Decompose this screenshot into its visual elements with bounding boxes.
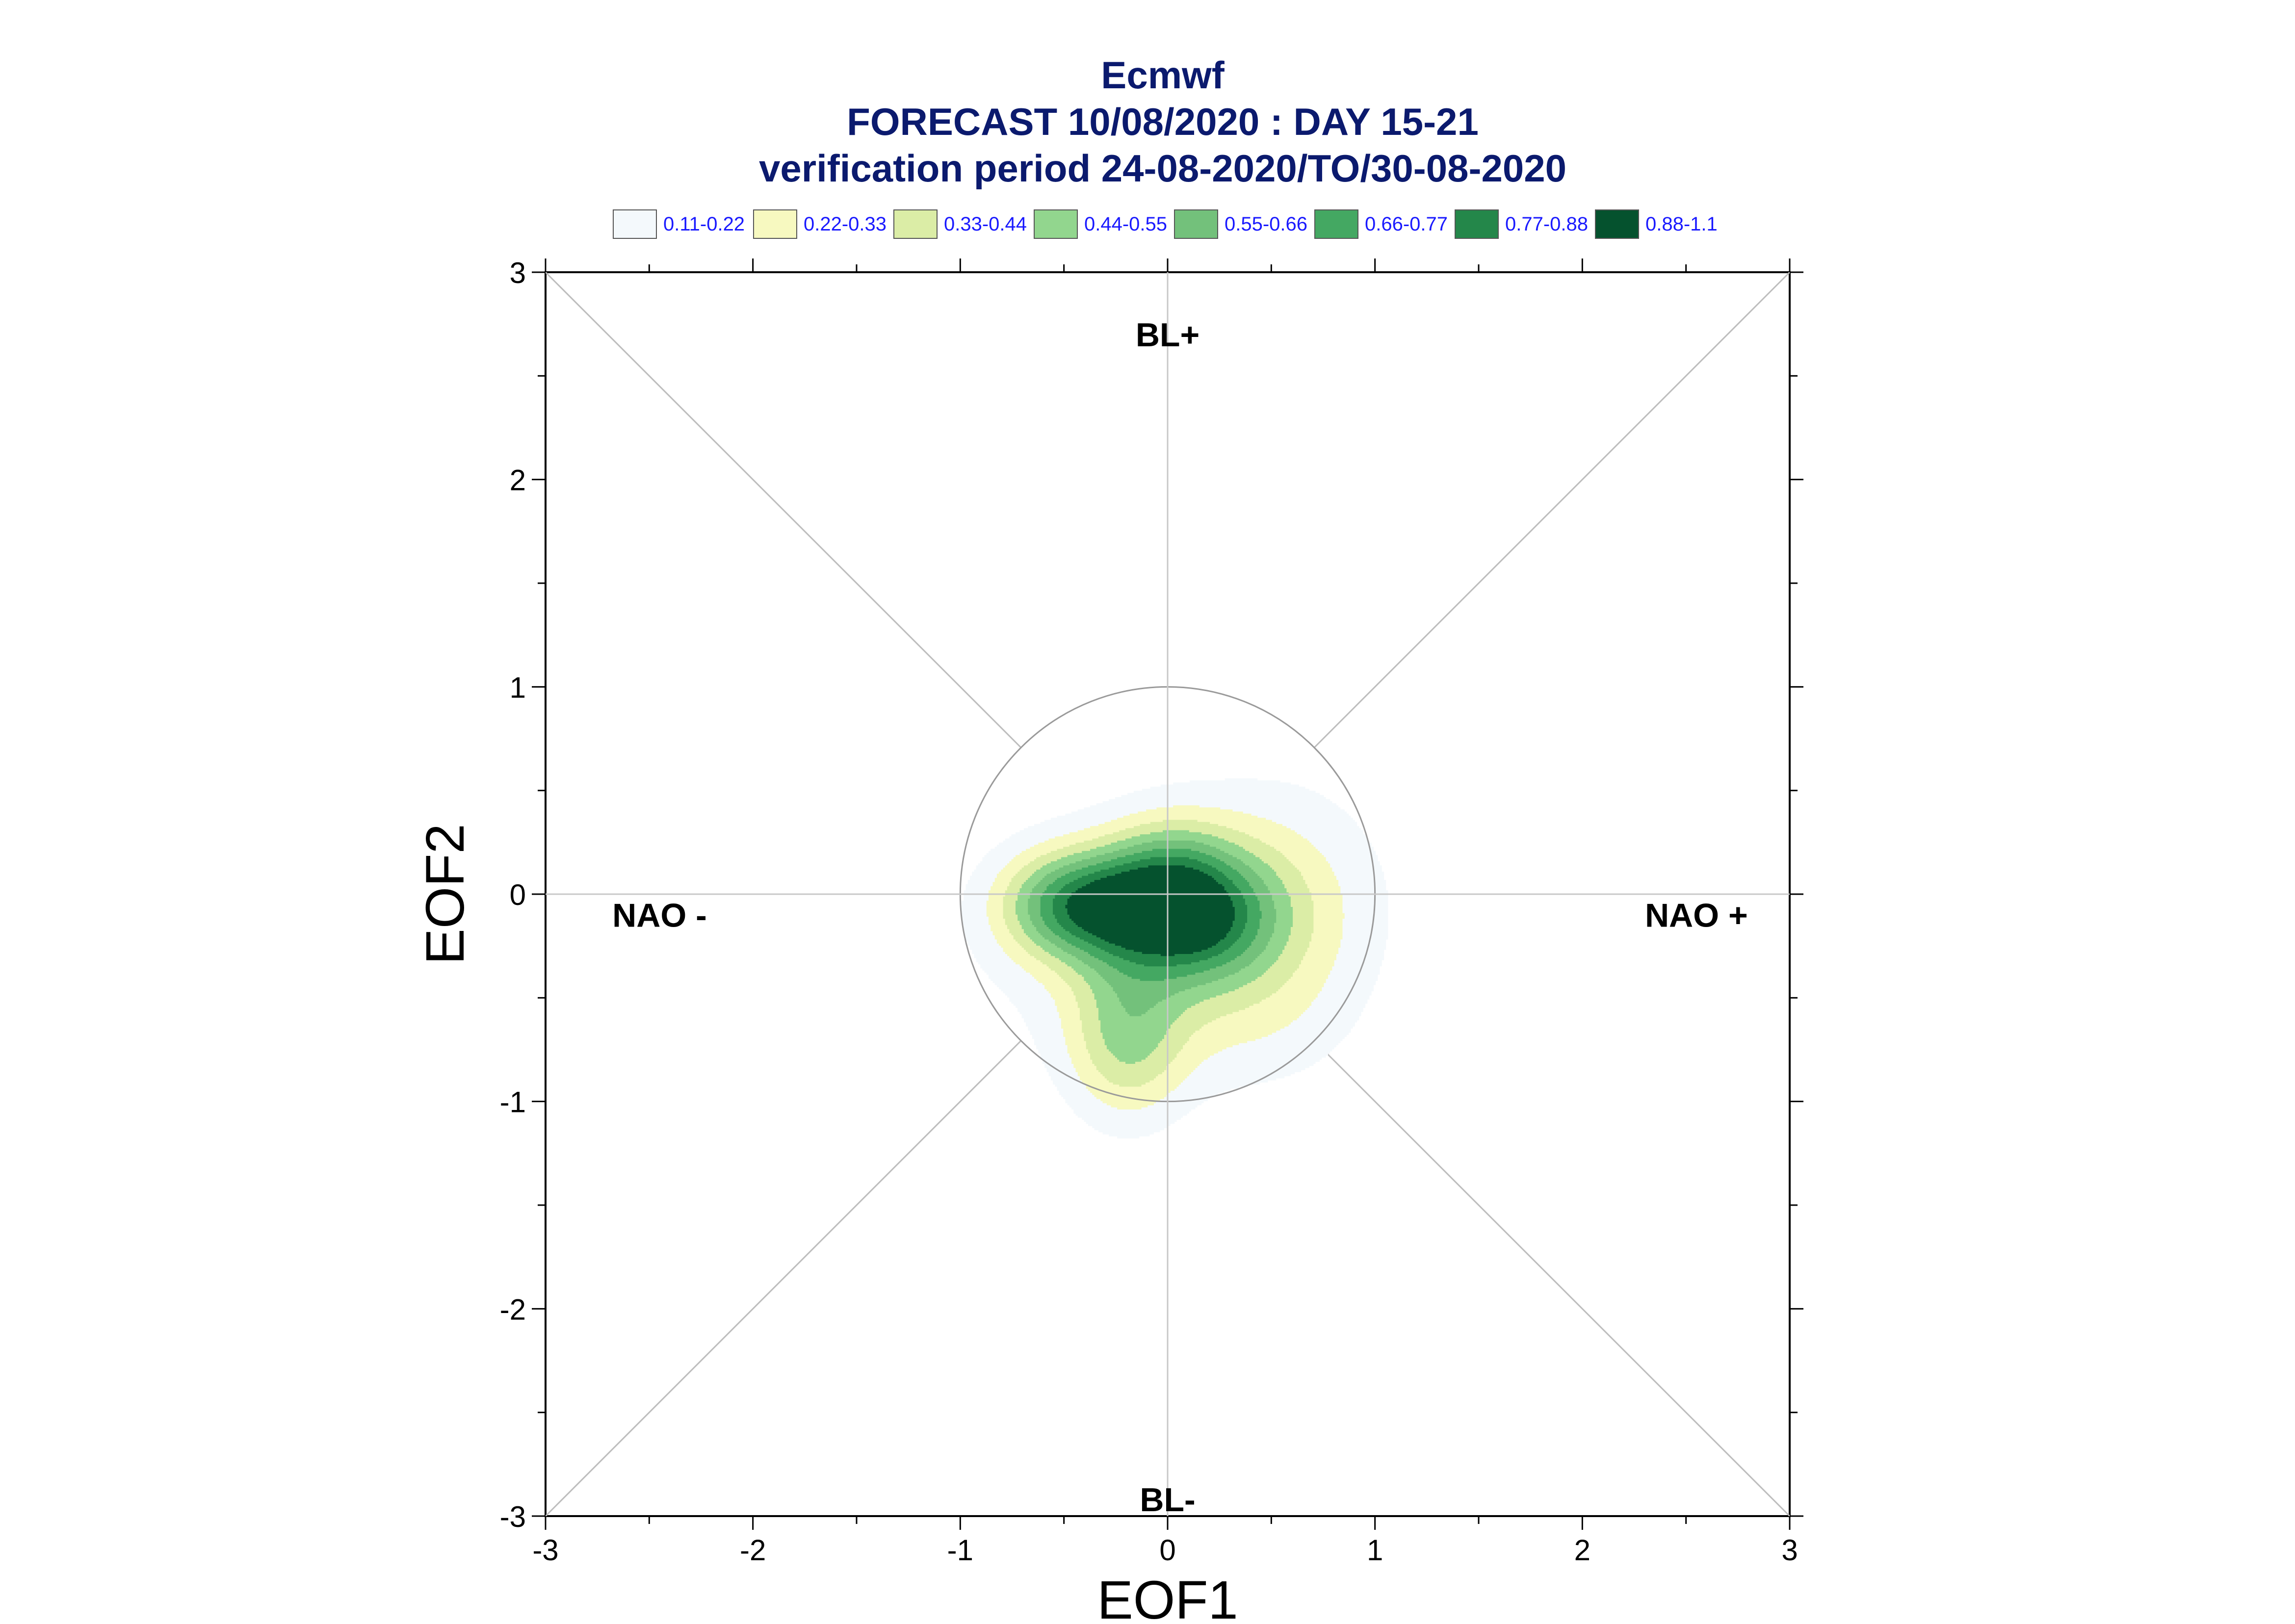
y-tick-label-6: 3 bbox=[510, 257, 526, 289]
legend: 0.11-0.22 0.22-0.33 0.33-0.44 0.44-0.55 0.55… bbox=[613, 209, 1718, 239]
legend-label-2: 0.33-0.44 bbox=[944, 213, 1027, 235]
legend-swatch-3 bbox=[1034, 209, 1078, 239]
regime-label-1: BL- bbox=[1140, 1481, 1195, 1519]
y-tick-label-3: 0 bbox=[510, 878, 526, 911]
legend-swatch-5 bbox=[1314, 209, 1358, 239]
legend-swatch-1 bbox=[753, 209, 797, 239]
x-tick-label-5: 2 bbox=[1574, 1534, 1591, 1567]
title-line-2: FORECAST 10/08/2020 : DAY 15-21 bbox=[847, 100, 1479, 143]
title-line-3: verification period 24-08-2020/TO/30-08-… bbox=[759, 147, 1566, 190]
regime-label-0: BL+ bbox=[1136, 316, 1200, 354]
x-tick-label-6: 3 bbox=[1781, 1534, 1798, 1567]
legend-label-7: 0.88-1.1 bbox=[1645, 213, 1718, 235]
legend-label-0: 0.11-0.22 bbox=[663, 213, 745, 235]
y-tick-label-4: 1 bbox=[510, 671, 526, 704]
x-axis-title: EOF1 bbox=[1097, 1570, 1238, 1624]
regime-label-2: NAO - bbox=[612, 897, 707, 934]
diagonal-line-0 bbox=[545, 271, 1022, 748]
x-tick-label-3: 0 bbox=[1159, 1534, 1175, 1567]
density-contours bbox=[962, 778, 1388, 1139]
diagonal-line-1 bbox=[1313, 271, 1791, 748]
legend-swatch-7 bbox=[1595, 209, 1639, 239]
y-axis-title: EOF2 bbox=[415, 824, 475, 964]
x-tick-label-0: -3 bbox=[532, 1534, 558, 1567]
diagonal-line-2 bbox=[1313, 1040, 1791, 1517]
legend-label-5: 0.66-0.77 bbox=[1365, 213, 1448, 235]
x-tick-label-1: -2 bbox=[740, 1534, 766, 1567]
legend-swatch-4 bbox=[1174, 209, 1218, 239]
density-level-7 bbox=[1065, 865, 1235, 956]
x-tick-label-2: -1 bbox=[947, 1534, 973, 1567]
y-tick-label-2: -1 bbox=[500, 1086, 526, 1119]
x-tick-label-4: 1 bbox=[1367, 1534, 1383, 1567]
legend-swatch-0 bbox=[613, 209, 657, 239]
diagonal-line-3 bbox=[545, 1040, 1022, 1517]
legend-swatch-6 bbox=[1455, 209, 1499, 239]
legend-label-1: 0.22-0.33 bbox=[804, 213, 887, 235]
tick-labels: -3 -2 -1 0 1 2 3 -3 -2 -1 0 1 2 3 bbox=[500, 257, 1798, 1567]
y-tick-label-5: 2 bbox=[510, 464, 526, 497]
axis-ticks bbox=[532, 258, 1803, 1530]
reference-overlay bbox=[546, 272, 1790, 1516]
y-tick-label-1: -2 bbox=[500, 1293, 526, 1326]
diagonal-guides bbox=[545, 271, 1791, 1517]
legend-label-4: 0.55-0.66 bbox=[1225, 213, 1307, 235]
chart-title: Ecmwf FORECAST 10/08/2020 : DAY 15-21 ve… bbox=[759, 53, 1566, 190]
y-tick-label-0: -3 bbox=[500, 1500, 526, 1533]
title-line-1: Ecmwf bbox=[1101, 53, 1225, 97]
legend-swatch-2 bbox=[893, 209, 938, 239]
regime-labels: BL+ BL- NAO - NAO + bbox=[612, 316, 1748, 1519]
regime-label-3: NAO + bbox=[1645, 897, 1748, 934]
legend-label-6: 0.77-0.88 bbox=[1505, 213, 1588, 235]
legend-label-3: 0.44-0.55 bbox=[1084, 213, 1167, 235]
